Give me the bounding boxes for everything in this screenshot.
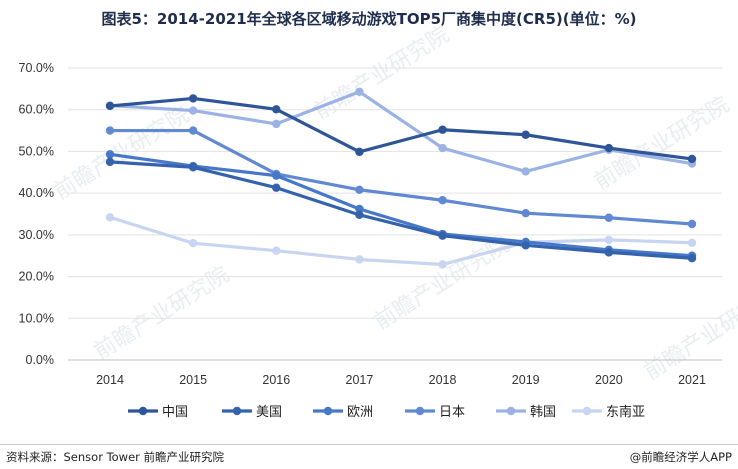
data-point xyxy=(687,254,697,263)
data-point xyxy=(521,208,530,218)
y-tick-label: 60.0% xyxy=(19,103,54,117)
y-tick-label: 10.0% xyxy=(19,311,54,325)
legend-swatch-marker xyxy=(232,406,242,416)
data-point xyxy=(105,157,115,167)
series-line xyxy=(109,152,693,258)
legend-label: 中国 xyxy=(162,405,188,420)
legend-swatch-marker xyxy=(582,406,592,416)
data-point xyxy=(355,204,364,214)
data-point xyxy=(105,150,115,159)
grid xyxy=(68,67,722,361)
data-point xyxy=(521,241,530,250)
data-point xyxy=(355,87,364,96)
y-tick-label: 30.0% xyxy=(19,228,54,242)
data-point xyxy=(188,106,198,115)
x-tick-label: 2018 xyxy=(429,373,457,387)
data-point xyxy=(604,248,614,257)
data-point xyxy=(188,94,198,103)
x-tick-label: 2017 xyxy=(346,373,374,387)
source-note: 资料来源：Sensor Tower 前瞻产业研究院 xyxy=(6,450,225,464)
legend-swatch-marker xyxy=(138,406,148,416)
y-tick-label: 0.0% xyxy=(26,353,55,367)
legend-label: 美国 xyxy=(256,405,282,420)
data-point xyxy=(687,238,697,247)
legend-label: 日本 xyxy=(439,405,465,420)
data-point xyxy=(521,167,530,176)
data-point xyxy=(105,101,115,111)
series-line xyxy=(109,96,693,161)
legend: 中国 美国 欧洲 日本 韩国 东南亚 xyxy=(128,404,645,420)
y-axis-ticks: 0.0% 10.0% 20.0% 30.0% 40.0% 50.0% 60.0% 70.0% xyxy=(19,61,54,367)
data-point xyxy=(687,219,697,229)
data-point xyxy=(687,154,697,164)
data-point xyxy=(438,260,447,269)
data-point xyxy=(438,231,447,240)
data-point xyxy=(604,213,614,222)
series-0 xyxy=(105,94,697,164)
y-tick-label: 70.0% xyxy=(19,61,54,75)
footer: 资料来源：Sensor Tower 前瞻产业研究院 @前瞻经济学人APP xyxy=(0,444,738,469)
data-point xyxy=(438,196,447,205)
data-point xyxy=(438,125,447,134)
series-lines xyxy=(105,87,697,269)
data-point xyxy=(355,147,364,157)
x-tick-label: 2016 xyxy=(262,373,290,387)
legend-swatch-marker xyxy=(506,406,516,416)
legend-swatch-marker xyxy=(323,406,333,416)
data-point xyxy=(272,119,281,129)
y-tick-label: 50.0% xyxy=(19,144,54,158)
x-tick-label: 2015 xyxy=(179,373,207,387)
x-tick-label: 2020 xyxy=(595,373,623,387)
watermark-text: 前瞻产业研究院 xyxy=(590,92,734,195)
legend-label: 韩国 xyxy=(530,405,556,420)
data-point xyxy=(355,185,364,195)
series-line xyxy=(109,160,693,260)
legend-label: 欧洲 xyxy=(347,405,373,420)
data-point xyxy=(355,255,364,264)
data-point xyxy=(105,213,115,222)
series-line xyxy=(109,215,693,267)
watermark-text: 前瞻产业研究院 xyxy=(50,102,194,205)
x-tick-label: 2019 xyxy=(512,373,540,387)
y-tick-label: 20.0% xyxy=(19,270,54,284)
series-line xyxy=(110,128,693,226)
y-tick-label: 40.0% xyxy=(19,186,54,200)
x-axis-ticks: 2014 2015 2016 2017 2018 2019 2020 2021 xyxy=(96,373,706,387)
x-tick-label: 2014 xyxy=(96,373,124,387)
data-point xyxy=(272,171,281,180)
data-point xyxy=(355,210,364,220)
data-point xyxy=(438,143,447,153)
watermark-text: 前瞻产业研究院 xyxy=(370,232,514,335)
data-point xyxy=(188,239,198,248)
watermark-text: 前瞻产业研究院 xyxy=(90,262,234,365)
data-point xyxy=(105,126,115,135)
legend-swatch-marker xyxy=(415,406,425,416)
watermark-text: 前瞻产业研究院 xyxy=(640,282,738,385)
data-point xyxy=(604,143,614,153)
data-point xyxy=(272,246,281,255)
data-point xyxy=(521,130,530,139)
chart-title: 图表5：2014-2021年全球各区域移动游戏TOP5厂商集中度(CR5)(单位… xyxy=(101,10,637,28)
series-1 xyxy=(105,157,697,263)
legend-label: 东南亚 xyxy=(606,404,645,420)
data-point xyxy=(604,235,614,245)
series-line xyxy=(109,90,693,174)
data-point xyxy=(272,183,281,192)
brand-note: @前瞻经济学人APP xyxy=(629,450,732,464)
x-tick-label: 2021 xyxy=(678,373,706,387)
data-point xyxy=(188,126,198,135)
data-point xyxy=(272,105,281,114)
data-point xyxy=(188,163,198,172)
